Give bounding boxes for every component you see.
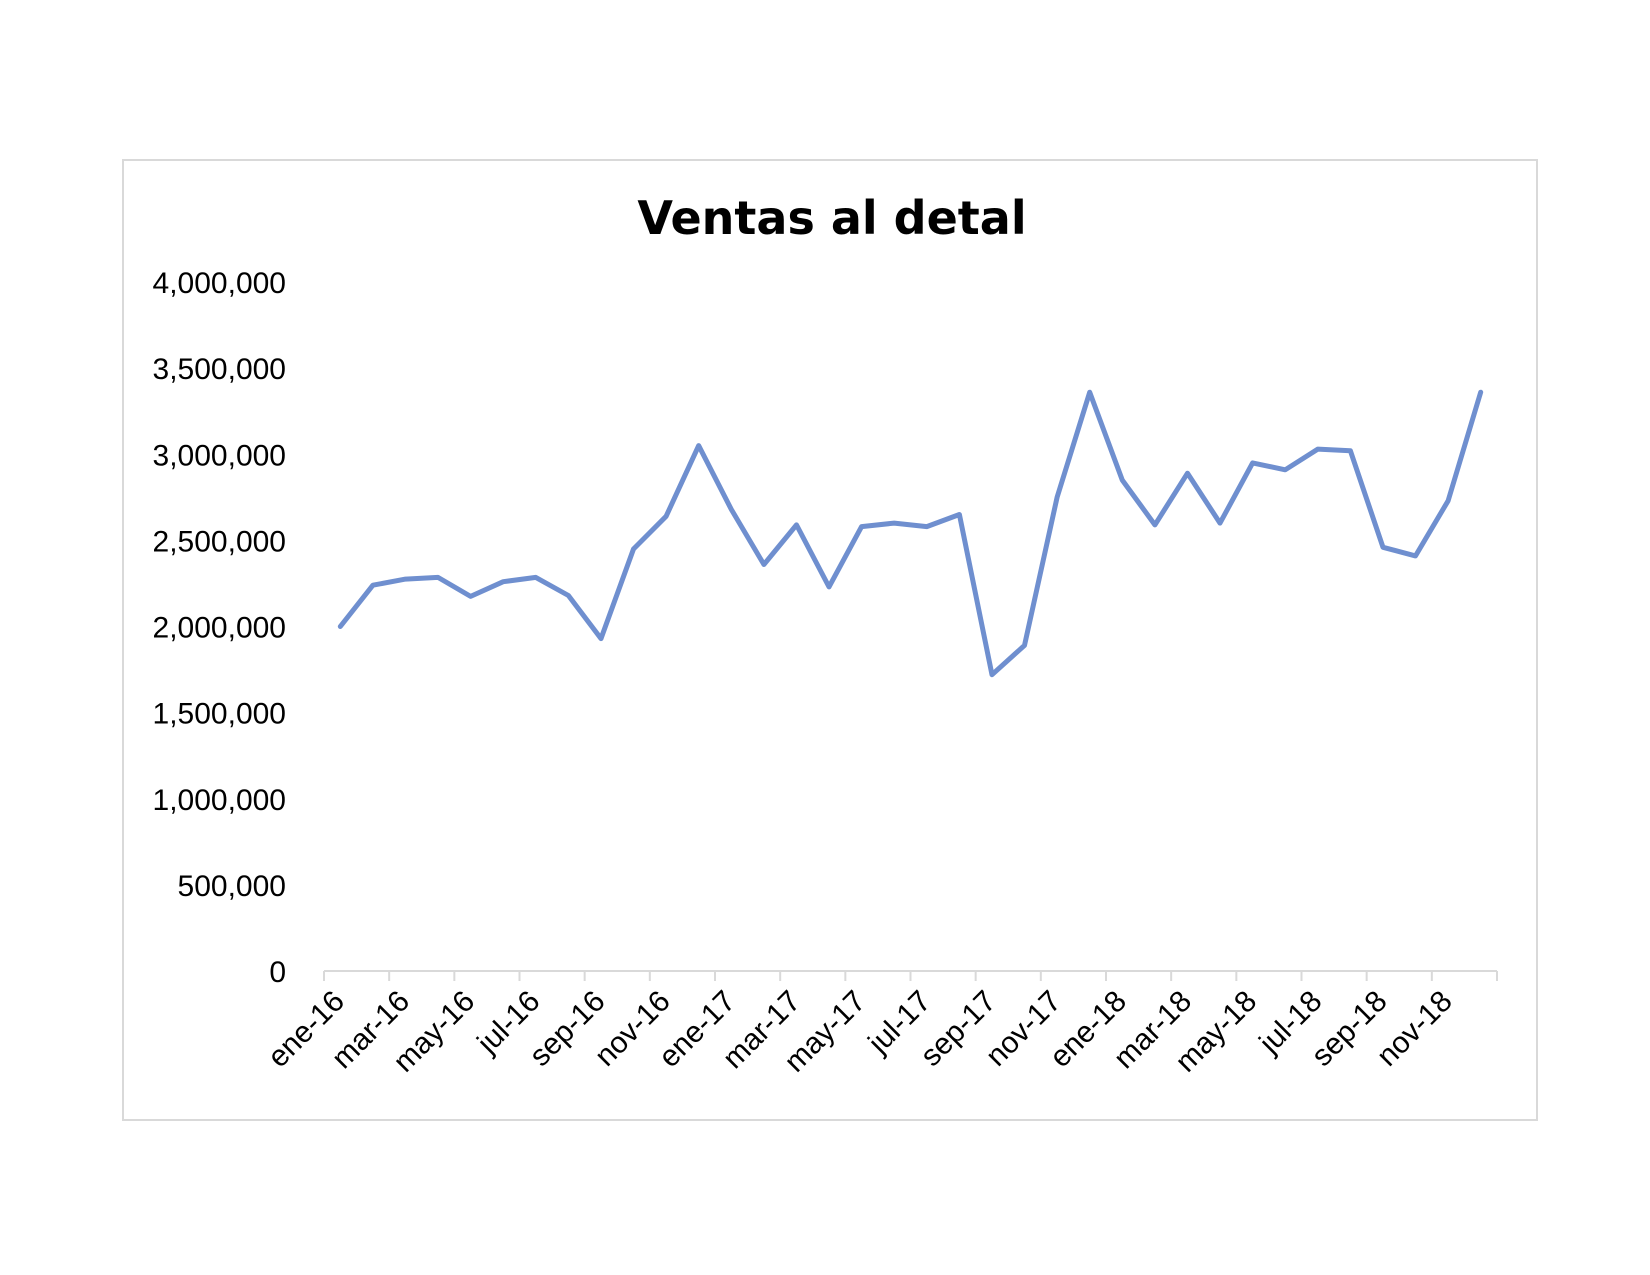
- data-point: [598, 636, 604, 642]
- data-point: [826, 584, 832, 590]
- line-chart: Ventas al detal 0 500,000 1,000,000 1,500,0…: [153, 191, 1498, 1079]
- series-layer: [337, 389, 1484, 678]
- chart-title: Ventas al detal: [637, 191, 1026, 245]
- data-point: [1087, 389, 1093, 395]
- data-point: [435, 574, 441, 580]
- data-point: [1478, 389, 1484, 395]
- y-tick-label: 2,000,000: [153, 612, 286, 645]
- data-point: [1315, 446, 1321, 452]
- data-point: [1119, 477, 1125, 483]
- data-point: [1022, 642, 1028, 648]
- x-axis: ene-16mar-16may-16jul-16sep-16nov-16ene-…: [262, 970, 1498, 1079]
- data-point: [1217, 520, 1223, 526]
- data-point: [402, 576, 408, 582]
- data-point: [728, 506, 734, 512]
- data-point: [1054, 494, 1060, 500]
- data-point: [1380, 544, 1386, 550]
- y-tick-label: 1,500,000: [153, 698, 286, 731]
- data-point: [500, 579, 506, 585]
- data-point: [1347, 448, 1353, 454]
- data-point: [859, 524, 865, 530]
- data-point: [891, 520, 897, 526]
- data-point: [761, 561, 767, 567]
- data-point: [696, 443, 702, 449]
- data-point: [1445, 498, 1451, 504]
- data-point: [565, 592, 571, 598]
- y-tick-label: 4,000,000: [153, 267, 286, 300]
- y-axis: 0 500,000 1,000,000 1,500,000 2,000,000 2,500…: [153, 267, 286, 989]
- y-tick-label: 3,500,000: [153, 353, 286, 386]
- data-point: [468, 593, 474, 599]
- data-point: [533, 574, 539, 580]
- data-point: [793, 522, 799, 528]
- y-tick-label: 1,000,000: [153, 784, 286, 817]
- series-line: [337, 389, 1484, 678]
- data-point: [989, 672, 995, 678]
- y-tick-label: 0: [269, 956, 286, 989]
- data-point: [1413, 553, 1419, 559]
- y-tick-label: 500,000: [178, 870, 286, 903]
- y-tick-label: 3,000,000: [153, 439, 286, 472]
- data-point: [956, 512, 962, 518]
- data-point: [1184, 470, 1190, 476]
- data-point: [1152, 522, 1158, 528]
- data-point: [337, 624, 343, 630]
- data-point: [631, 546, 637, 552]
- data-point: [663, 513, 669, 519]
- data-point: [370, 582, 376, 588]
- data-point: [1250, 460, 1256, 466]
- x-tick-label: nov-18: [1371, 985, 1459, 1073]
- y-tick-label: 2,500,000: [153, 525, 286, 558]
- data-point: [1282, 467, 1288, 473]
- chart-frame: Ventas al detal 0 500,000 1,000,000 1,500,0…: [122, 159, 1538, 1121]
- data-point: [924, 524, 930, 530]
